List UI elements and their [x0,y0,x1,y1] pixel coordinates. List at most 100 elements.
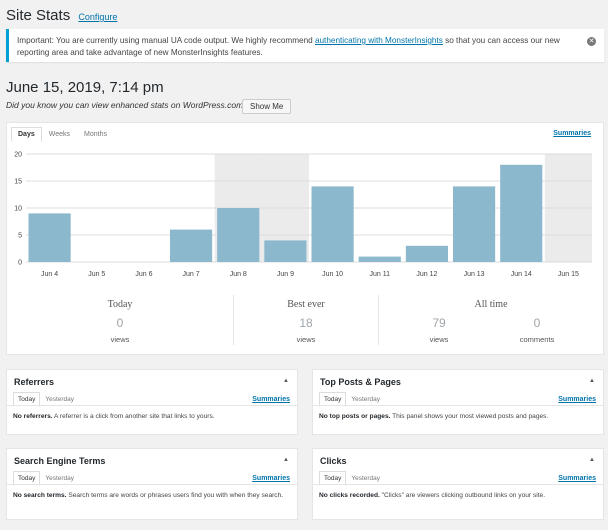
clicks-panel: Clicks ▲ Today Yesterday Summaries No cl… [312,448,604,520]
chart-bar [405,245,448,262]
totals-all-time-views-unit: views [429,335,449,344]
top-posts-panel: Top Posts & Pages ▲ Today Yesterday Summ… [312,369,604,435]
show-me-button[interactable]: Show Me [242,99,292,114]
views-chart: 0 5 10 15 20 Jun 4 Jun 5 Jun 6 Jun 7 Jun 8 Jun 9 Ju… [14,152,592,278]
panel-title: Search Engine Terms [14,456,106,466]
panel-empty-message: No referrers. A referrer is a click from… [13,411,289,422]
x-tick-label: Jun 4 [41,271,58,278]
panel-summaries-link[interactable]: Summaries [558,396,596,403]
x-tick-label: Jun 15 [558,271,579,278]
totals-today-unit: views [110,335,130,344]
notice-text-before: Important: You are currently using manua… [17,36,315,45]
monsterinsights-notice: Important: You are currently using manua… [6,29,604,62]
collapse-arrow-icon[interactable]: ▲ [283,378,289,384]
totals-all-time-comments-value: 0 [533,316,541,330]
totals-best: Best ever 18 views [234,295,378,347]
tab-months[interactable]: Months [84,131,107,138]
x-tick-label: Jun 7 [183,271,200,278]
totals-best-unit: views [296,335,316,344]
panel-empty-text: Search terms are words or phrases users … [66,492,284,499]
tab-today[interactable]: Today [319,471,347,486]
stats-box: Days Weeks Months Summaries 0 5 10 15 20 Jun … [6,122,604,355]
x-tick-label: Jun 14 [511,271,532,278]
x-tick-label: Jun 6 [135,271,152,278]
totals-today-value: 0 [116,316,124,330]
totals-today: Today 0 views [7,295,233,347]
chart-bar [217,208,260,262]
panel-title: Referrers [14,377,55,387]
collapse-arrow-icon[interactable]: ▲ [589,457,595,463]
page-title-text: Site Stats [6,7,71,24]
chart-bar [311,186,354,262]
tab-today[interactable]: Today [319,392,347,407]
x-tick-label: Jun 10 [322,271,343,278]
tab-yesterday[interactable]: Yesterday [45,475,75,482]
totals-best-value: 18 [299,316,313,330]
chart-bar [358,256,401,262]
chart-bar [264,240,307,262]
totals-divider [378,295,379,345]
totals-divider [233,295,234,345]
panel-empty-message: No top posts or pages. This panel shows … [319,411,595,422]
referrers-panel: Referrers ▲ Today Yesterday Summaries No… [6,369,298,435]
panel-empty-bold: No search terms. [13,492,67,499]
chart-bar [170,229,213,262]
panel-empty-message: No clicks recorded. "Clicks" are viewers… [319,490,595,501]
panel-tabs: Today Yesterday [13,392,79,407]
tab-yesterday[interactable]: Yesterday [351,396,381,403]
y-tick-label: 0 [18,260,22,267]
tab-yesterday[interactable]: Yesterday [351,475,381,482]
x-tick-label: Jun 5 [88,271,105,278]
panel-empty-message: No search terms. Search terms are words … [13,490,289,501]
panel-summaries-link[interactable]: Summaries [252,475,290,482]
tab-days[interactable]: Days [11,127,42,142]
totals-all-time-label: All time [474,299,508,310]
x-tick-label: Jun 13 [464,271,485,278]
stats-summaries-link[interactable]: Summaries [553,130,591,137]
chart-bar [28,213,71,262]
close-icon[interactable]: ✕ [587,37,596,46]
panel-empty-text: This panel shows your most viewed posts … [390,413,549,420]
tab-yesterday[interactable]: Yesterday [45,396,75,403]
y-tick-label: 15 [14,179,22,186]
panel-empty-text: A referrer is a click from another site … [52,413,215,420]
promo-text: Did you know you can view enhanced stats… [6,100,248,110]
date-heading: June 15, 2019, 7:14 pm [6,79,164,96]
totals-all-time: All time 79 views 0 comments [379,295,603,347]
panel-summaries-link[interactable]: Summaries [252,396,290,403]
x-tick-label: Jun 12 [416,271,437,278]
tab-today[interactable]: Today [13,471,41,486]
authenticate-link[interactable]: authenticating with MonsterInsights [314,36,443,45]
panel-tabs: Today Yesterday [319,471,385,486]
panel-summaries-link[interactable]: Summaries [558,475,596,482]
panel-divider [313,405,603,406]
panel-tabs: Today Yesterday [13,471,79,486]
panel-title: Top Posts & Pages [320,377,401,387]
panel-divider [7,484,297,485]
x-tick-label: Jun 8 [230,271,247,278]
configure-link[interactable]: Configure [78,12,118,22]
y-tick-label: 10 [14,206,22,213]
collapse-arrow-icon[interactable]: ▲ [283,457,289,463]
x-tick-label: Jun 9 [277,271,294,278]
tab-weeks[interactable]: Weeks [48,131,71,138]
y-tick-label: 5 [18,233,22,240]
collapse-arrow-icon[interactable]: ▲ [589,378,595,384]
period-tabs: Days Weeks Months [11,127,114,142]
panel-empty-text: "Clicks" are viewers clicking outbound l… [379,492,546,499]
panel-divider [7,405,297,406]
panel-divider [313,484,603,485]
totals-all-time-comments-unit: comments [519,335,555,344]
x-tick-label: Jun 11 [370,271,391,278]
panel-title: Clicks [320,456,347,466]
notice-text-after: so that you can access our new reporting… [17,36,560,57]
totals-best-label: Best ever [287,299,325,310]
panel-empty-bold: No top posts or pages. [319,413,391,420]
panel-empty-bold: No clicks recorded. [319,492,380,499]
chart-bar [453,186,496,262]
page-title: Site Stats Configure [6,7,117,24]
tab-today[interactable]: Today [13,392,41,407]
search-terms-panel: Search Engine Terms ▲ Today Yesterday Su… [6,448,298,520]
y-tick-label: 20 [14,152,22,159]
totals-today-label: Today [107,299,133,310]
